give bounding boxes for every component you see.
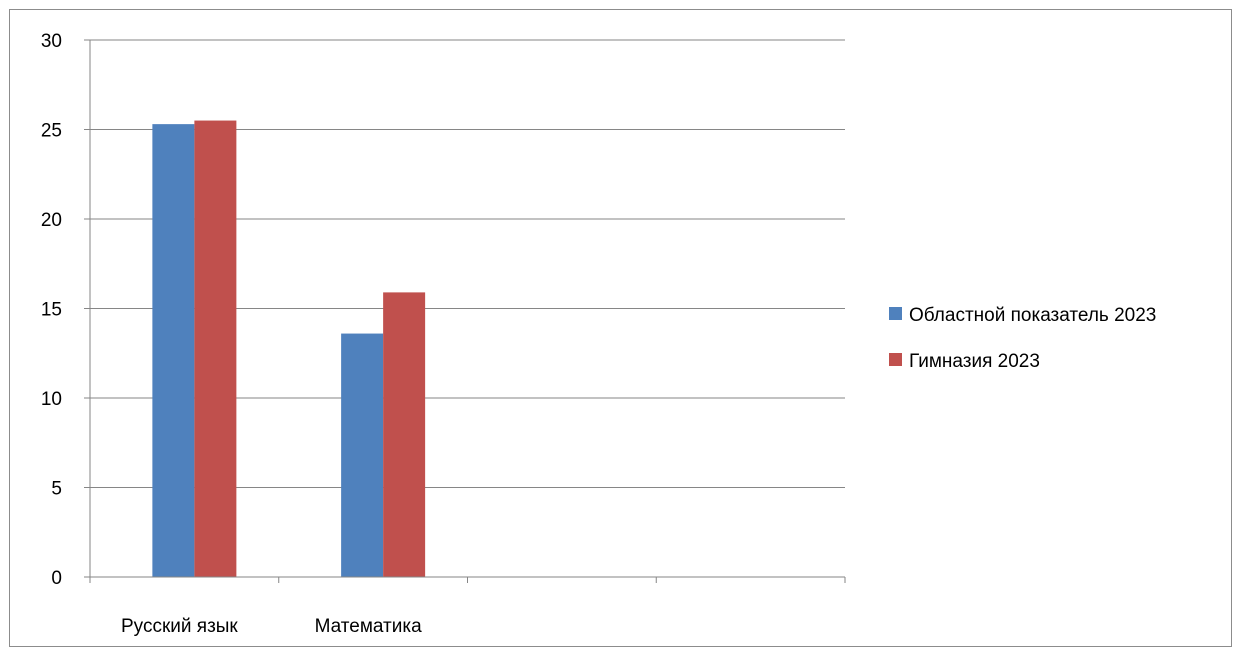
legend-swatch bbox=[889, 307, 902, 320]
y-tick-label: 30 bbox=[41, 31, 62, 52]
bar-gymnasium bbox=[194, 120, 237, 578]
x-tick-label: Математика bbox=[315, 616, 423, 637]
y-tick-label: 10 bbox=[41, 389, 62, 410]
axes bbox=[84, 39, 846, 583]
y-tick-label: 0 bbox=[51, 568, 62, 589]
tick-labels: 0 5 10 15 20 25 30 Русский язык Математика bbox=[41, 31, 422, 637]
y-tick-label: 5 bbox=[51, 479, 62, 500]
y-tick-label: 15 bbox=[41, 300, 62, 321]
y-tick-label: 25 bbox=[41, 121, 62, 142]
legend: Областной показатель 2023 Гимназия 2023 bbox=[889, 305, 1156, 372]
y-tick-label: 20 bbox=[41, 210, 62, 231]
x-tick-label: Русский язык bbox=[121, 616, 238, 637]
legend-label: Гимназия 2023 bbox=[909, 351, 1040, 372]
legend-label: Областной показатель 2023 bbox=[909, 305, 1156, 326]
bar-regional bbox=[341, 333, 384, 577]
bar-gymnasium bbox=[383, 292, 426, 577]
bars bbox=[152, 120, 426, 578]
bar-regional bbox=[152, 124, 195, 577]
legend-swatch bbox=[889, 353, 902, 366]
